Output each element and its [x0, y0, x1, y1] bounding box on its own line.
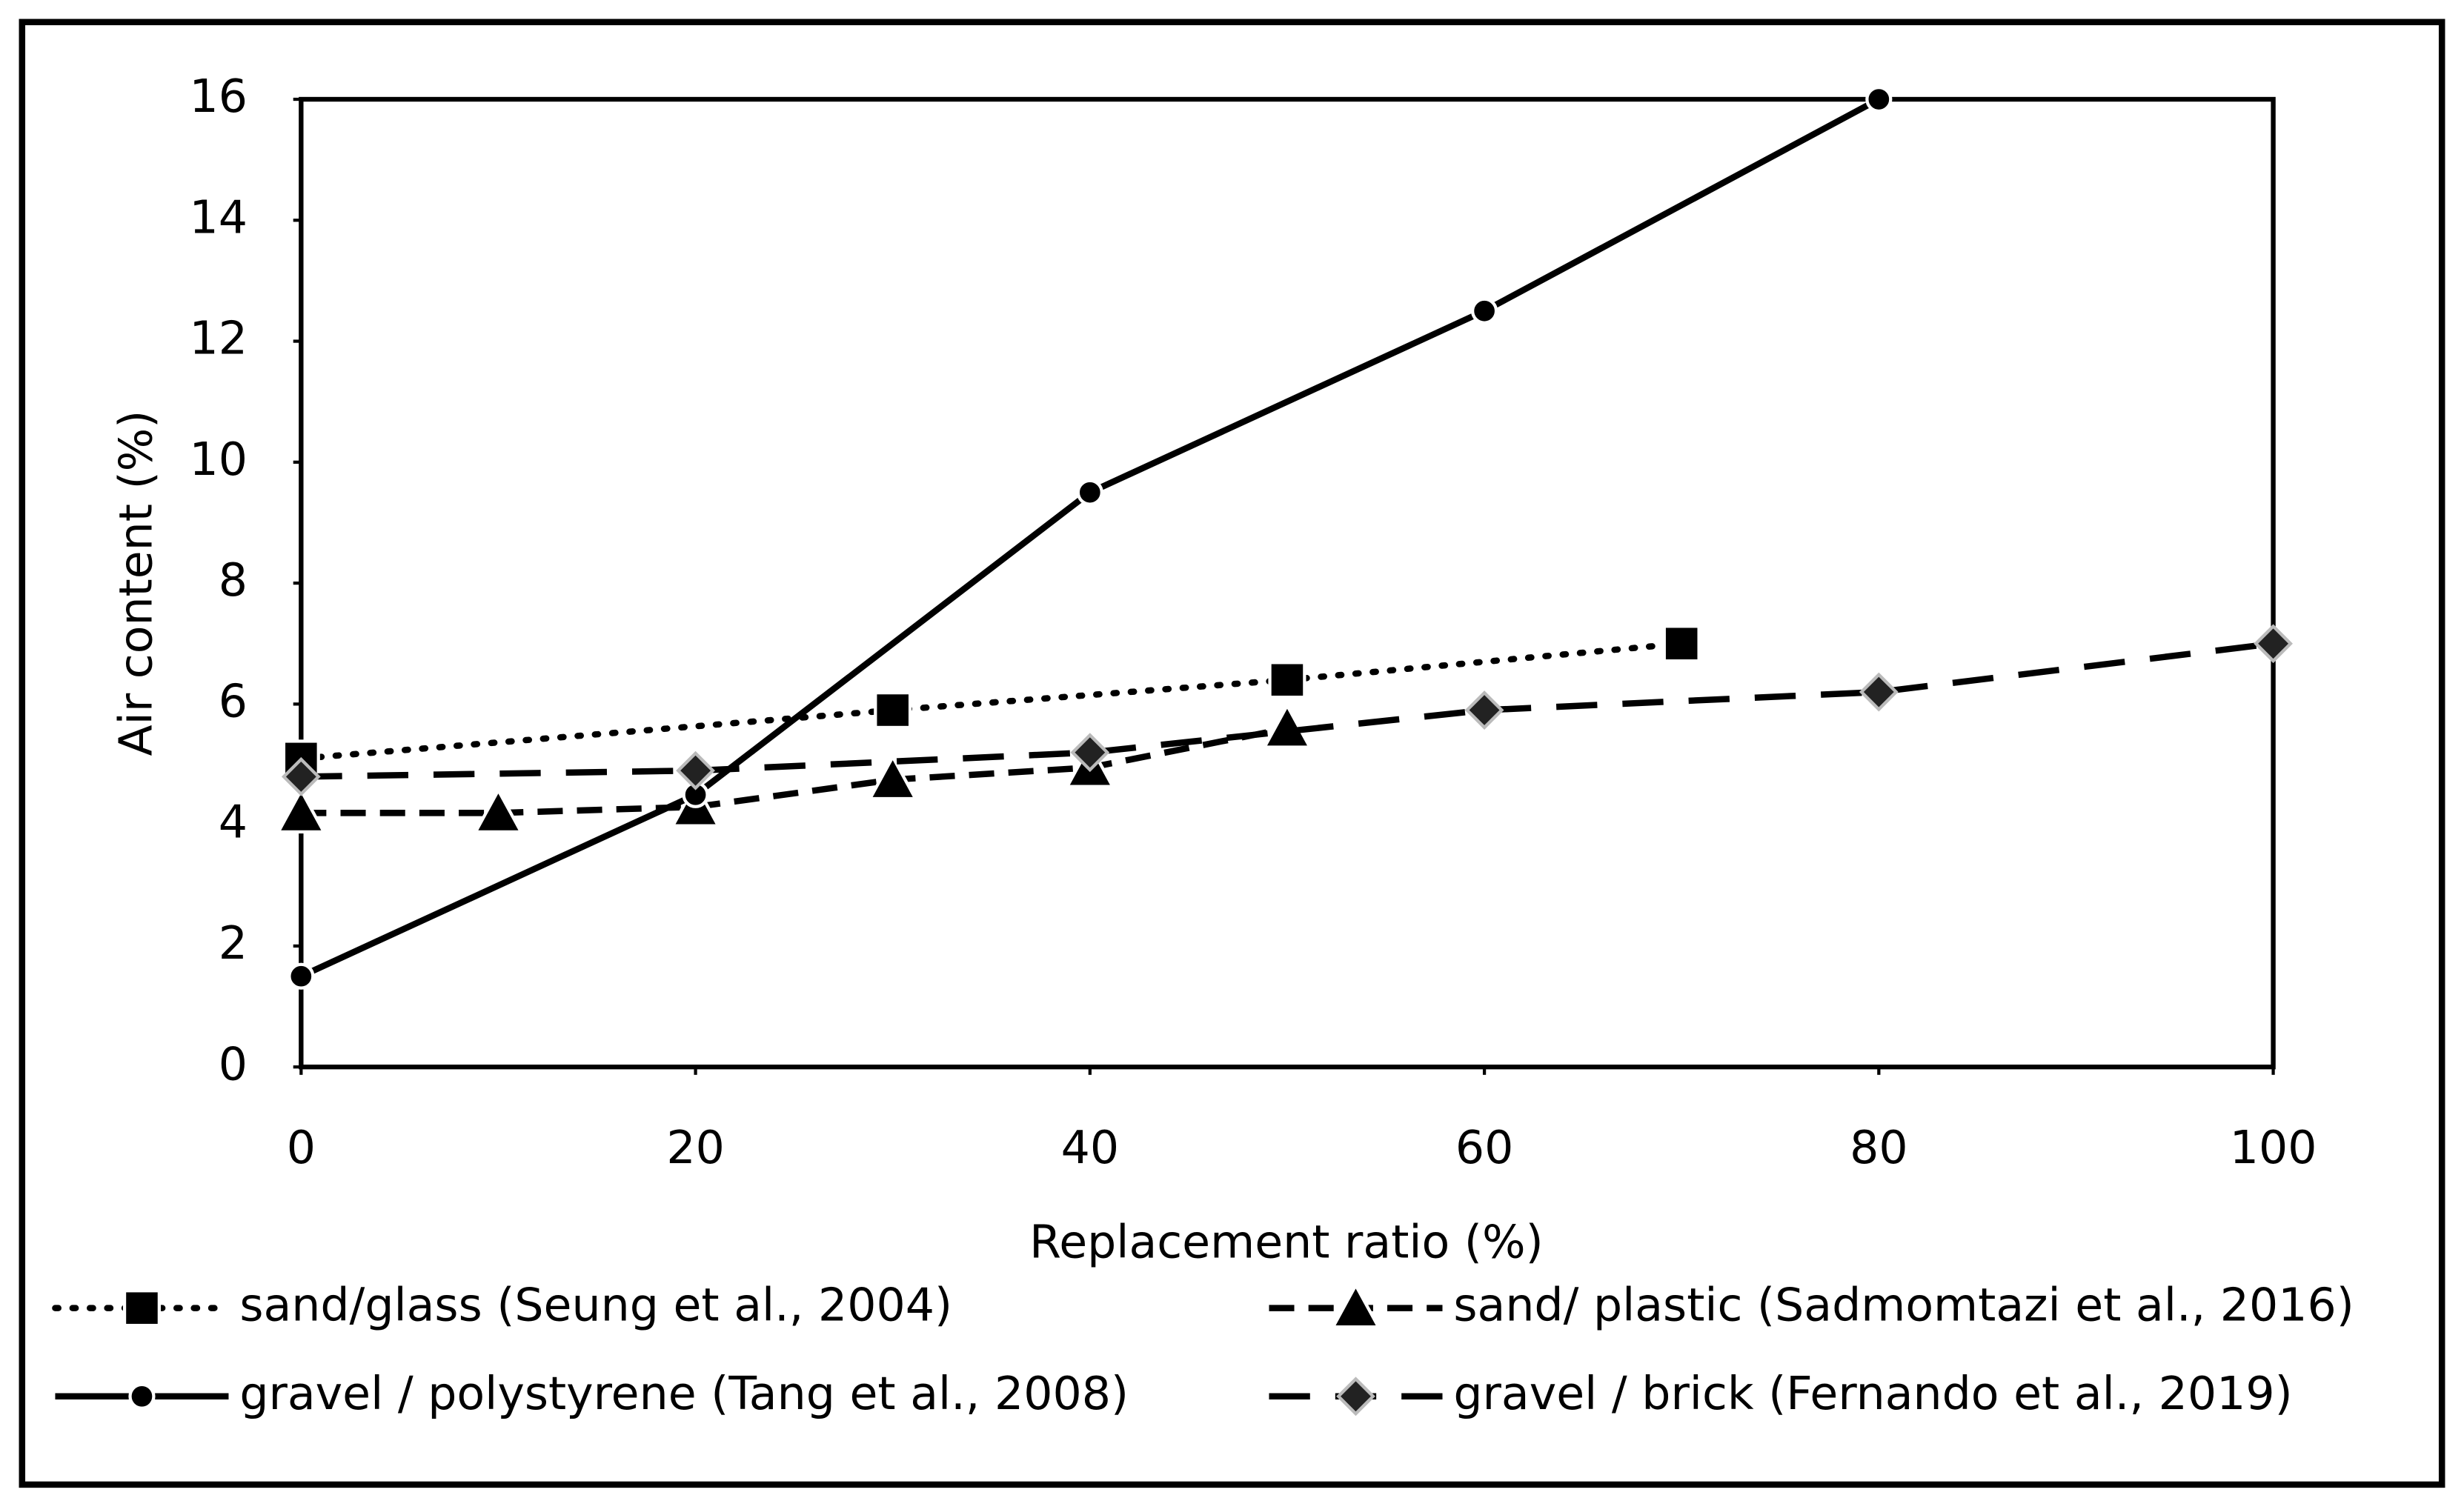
data-point	[1464, 690, 1504, 730]
data-point	[1268, 661, 1306, 699]
x-tick-label: 100	[2230, 1121, 2317, 1174]
x-tick-label: 40	[1061, 1121, 1119, 1174]
data-point	[867, 753, 918, 801]
legend-label: sand/ plastic (Sadmomtazi et al., 2016)	[1453, 1279, 2354, 1332]
legend-label: gravel / polystyrene (Tang et al., 2008)	[239, 1367, 1129, 1420]
x-axis-title: Replacement ratio (%)	[1029, 1216, 1544, 1269]
y-axis-title: Air content (%)	[109, 410, 162, 756]
y-tick-label: 14	[190, 190, 248, 244]
y-tick-label: 6	[219, 674, 248, 728]
legend-marker	[1336, 1377, 1375, 1417]
legend-marker	[128, 1382, 156, 1410]
data-point	[1261, 702, 1313, 749]
data-point	[288, 962, 315, 990]
legend-marker	[122, 1289, 161, 1328]
data-point	[276, 787, 327, 833]
y-tick-label: 8	[219, 553, 248, 607]
x-tick-label: 60	[1455, 1121, 1513, 1174]
data-point	[874, 691, 912, 730]
data-point	[281, 756, 321, 796]
x-tick-label: 0	[287, 1121, 316, 1174]
data-point	[1662, 625, 1701, 663]
data-point	[1470, 297, 1498, 324]
y-tick-label: 10	[190, 433, 248, 486]
x-tick-label: 80	[1850, 1121, 1908, 1174]
y-tick-label: 16	[190, 70, 248, 123]
legend-label: sand/glass (Seung et al., 2004)	[239, 1279, 952, 1332]
legend-label: gravel / brick (Fernando et al., 2019)	[1453, 1367, 2292, 1420]
series-line	[298, 640, 1685, 762]
series-line	[301, 725, 1288, 816]
y-tick-label: 0	[219, 1037, 248, 1091]
data-point	[1070, 733, 1110, 773]
data-point	[676, 750, 715, 790]
data-point	[1865, 85, 1893, 113]
chart-frame	[19, 19, 2445, 1488]
data-point	[1859, 672, 1899, 712]
data-point	[473, 787, 524, 833]
data-point	[1076, 479, 1103, 506]
y-tick-label: 2	[219, 916, 248, 970]
y-tick-label: 12	[190, 312, 248, 365]
x-tick-label: 20	[666, 1121, 725, 1174]
data-point	[2254, 624, 2293, 664]
y-tick-label: 4	[219, 796, 248, 849]
legend-marker	[1330, 1282, 1381, 1329]
